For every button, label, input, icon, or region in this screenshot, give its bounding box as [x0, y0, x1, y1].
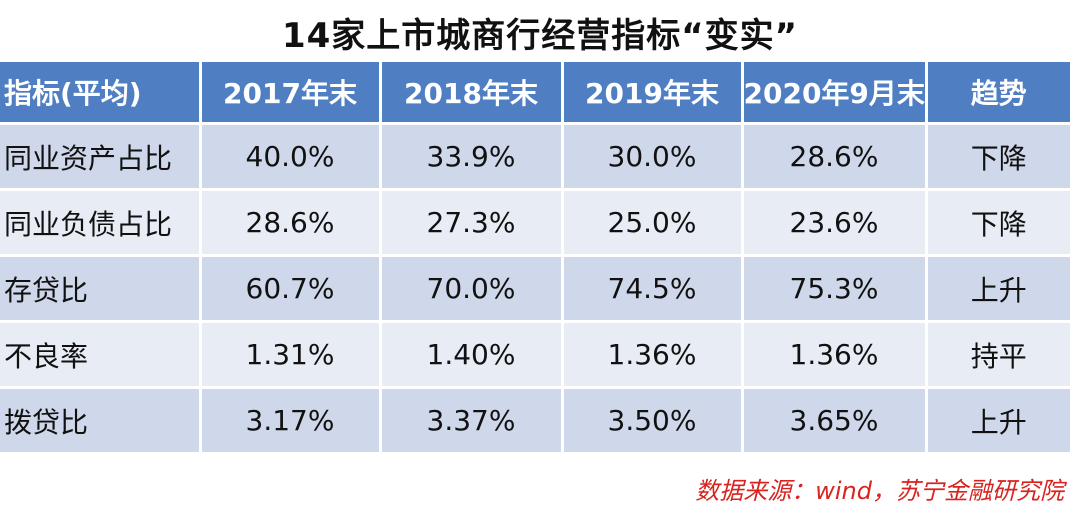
value-cell: 3.65%: [742, 387, 928, 455]
trend-cell: 持平: [926, 321, 1070, 389]
value-cell: 28.6%: [742, 123, 928, 191]
trend-cell: 下降: [926, 123, 1070, 191]
value-cell: 74.5%: [562, 255, 744, 323]
indicator-table: 指标(平均) 2017年末 2018年末 2019年末 2020年9月末 趋势 同业资产占…: [0, 62, 1070, 455]
value-cell: 27.3%: [380, 189, 564, 257]
value-cell: 23.6%: [742, 189, 928, 257]
column-header: 2020年9月末: [742, 62, 928, 125]
table-body: 同业资产占比 40.0% 33.9% 30.0% 28.6% 下降 同业负债占比 28.6% 2…: [0, 123, 1070, 455]
column-header: 2017年末: [200, 62, 382, 125]
value-cell: 30.0%: [562, 123, 744, 191]
column-header: 指标(平均): [0, 62, 202, 125]
value-cell: 1.36%: [562, 321, 744, 389]
column-header: 2019年末: [562, 62, 744, 125]
trend-cell: 下降: [926, 189, 1070, 257]
row-label: 拨贷比: [0, 387, 202, 455]
value-cell: 1.36%: [742, 321, 928, 389]
table-row: 存贷比 60.7% 70.0% 74.5% 75.3% 上升: [0, 255, 1070, 323]
value-cell: 40.0%: [200, 123, 382, 191]
value-cell: 28.6%: [200, 189, 382, 257]
header-row: 指标(平均) 2017年末 2018年末 2019年末 2020年9月末 趋势: [0, 62, 1070, 125]
column-header: 趋势: [926, 62, 1070, 125]
source-note: 数据来源：wind，苏宁金融研究院: [695, 477, 1064, 505]
value-cell: 60.7%: [200, 255, 382, 323]
value-cell: 3.37%: [380, 387, 564, 455]
value-cell: 1.31%: [200, 321, 382, 389]
value-cell: 33.9%: [380, 123, 564, 191]
trend-cell: 上升: [926, 255, 1070, 323]
table-row: 不良率 1.31% 1.40% 1.36% 1.36% 持平: [0, 321, 1070, 389]
chart-title: 14家上市城商行经营指标“变实”: [281, 16, 798, 56]
row-label: 同业负债占比: [0, 189, 202, 257]
value-cell: 70.0%: [380, 255, 564, 323]
trend-cell: 上升: [926, 387, 1070, 455]
row-label: 同业资产占比: [0, 123, 202, 191]
value-cell: 1.40%: [380, 321, 564, 389]
value-cell: 75.3%: [742, 255, 928, 323]
table-row: 拨贷比 3.17% 3.37% 3.50% 3.65% 上升: [0, 387, 1070, 455]
column-header: 2018年末: [380, 62, 564, 125]
row-label: 存贷比: [0, 255, 202, 323]
value-cell: 3.50%: [562, 387, 744, 455]
value-cell: 25.0%: [562, 189, 744, 257]
row-label: 不良率: [0, 321, 202, 389]
table-row: 同业资产占比 40.0% 33.9% 30.0% 28.6% 下降: [0, 123, 1070, 191]
table-row: 同业负债占比 28.6% 27.3% 25.0% 23.6% 下降: [0, 189, 1070, 257]
value-cell: 3.17%: [200, 387, 382, 455]
